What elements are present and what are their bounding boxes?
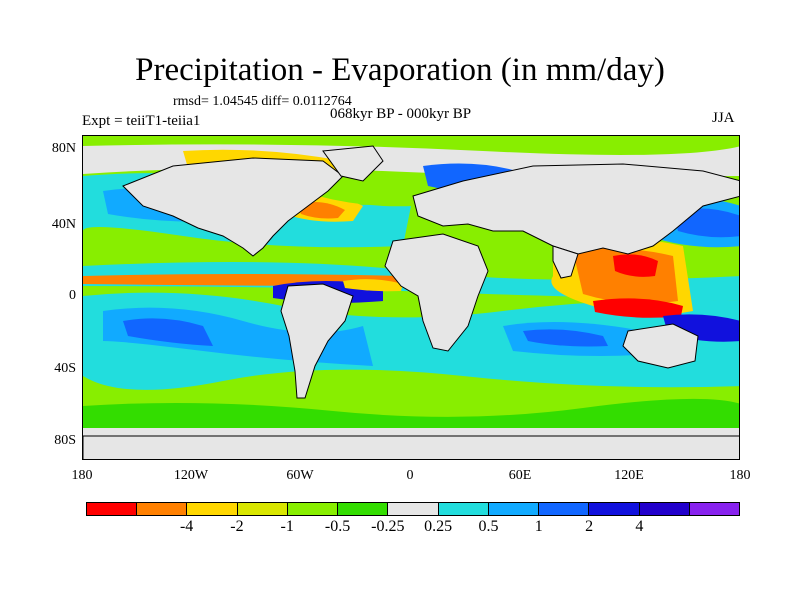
lon-label-60w: 60W	[286, 468, 314, 483]
colorbar-tick-label: -2	[230, 518, 244, 535]
lon-label-180e: 180	[729, 468, 751, 483]
colorbar-swatch	[137, 503, 188, 515]
field-indian-deep	[523, 329, 608, 347]
colorbar-tick-label: 4	[635, 518, 644, 535]
pme-map	[83, 136, 739, 459]
colorbar-swatch	[488, 503, 540, 515]
field-natl-orange	[298, 202, 345, 219]
colorbar-swatch	[287, 503, 339, 515]
colorbar-tick-label: 2	[585, 518, 594, 535]
season-label: JJA	[712, 110, 735, 126]
lat-label-40s: 40S	[54, 361, 76, 376]
colorbar-swatch	[388, 503, 439, 515]
colorbar-swatch	[187, 503, 238, 515]
colorbar-tick-label: 1	[534, 518, 543, 535]
land-antarctica	[83, 435, 739, 459]
colorbar-tick-label: -0.25	[371, 518, 405, 535]
field-natl-green	[313, 172, 423, 207]
field-south-pacific-deep	[123, 318, 213, 346]
lon-label-60e: 60E	[508, 468, 532, 483]
colorbar-swatch	[237, 503, 288, 515]
figure-title: Precipitation - Evaporation (in mm/day)	[135, 52, 665, 88]
field-southern-ocean	[83, 398, 739, 428]
map-panel	[82, 135, 740, 460]
lon-label-180w: 180	[71, 468, 93, 483]
colorbar-swatch	[589, 503, 640, 515]
colorbar-tick-label: -1	[280, 518, 294, 535]
lon-label-120w: 120W	[173, 468, 209, 483]
colorbar-tick-label: 0.5	[478, 518, 499, 535]
land-greenland	[322, 145, 384, 182]
lon-label-0: 0	[406, 468, 414, 483]
colorbar-tick-label: 0.25	[424, 518, 453, 535]
period-text: 068kyr BP - 000kyr BP	[330, 106, 472, 122]
colorbar	[86, 502, 740, 516]
colorbar-swatch	[338, 503, 389, 515]
land-india	[552, 245, 579, 279]
land-eurasia	[412, 163, 739, 255]
colorbar-tick-label: -4	[179, 518, 194, 535]
colorbar-swatch	[639, 503, 690, 515]
colorbar-swatch	[438, 503, 489, 515]
field-atlantic-yellow	[343, 279, 403, 292]
lat-label-40n: 40N	[51, 217, 76, 232]
colorbar-tick-label: -0.5	[324, 518, 351, 535]
experiment-label: Expt = teiiT1-teiia1	[82, 113, 201, 129]
land-south-america	[280, 283, 354, 399]
colorbar-swatch	[689, 503, 740, 515]
lat-label-0: 0	[69, 288, 76, 303]
lat-label-80n: 80N	[51, 141, 76, 156]
field-wpac-red	[593, 298, 683, 318]
land-africa	[384, 233, 489, 352]
colorbar-swatch	[539, 503, 590, 515]
field-south-cyan	[83, 292, 739, 390]
field-scs-red	[613, 254, 658, 277]
lat-label-80s: 80S	[54, 433, 76, 448]
land-outlines	[83, 145, 739, 459]
stats-text: rmsd= 1.04545 diff= 0.0112764	[173, 94, 352, 109]
land-north-america	[122, 157, 344, 257]
land-australia	[622, 323, 699, 369]
lon-label-120e: 120E	[614, 468, 644, 483]
colorbar-swatch	[87, 503, 138, 515]
